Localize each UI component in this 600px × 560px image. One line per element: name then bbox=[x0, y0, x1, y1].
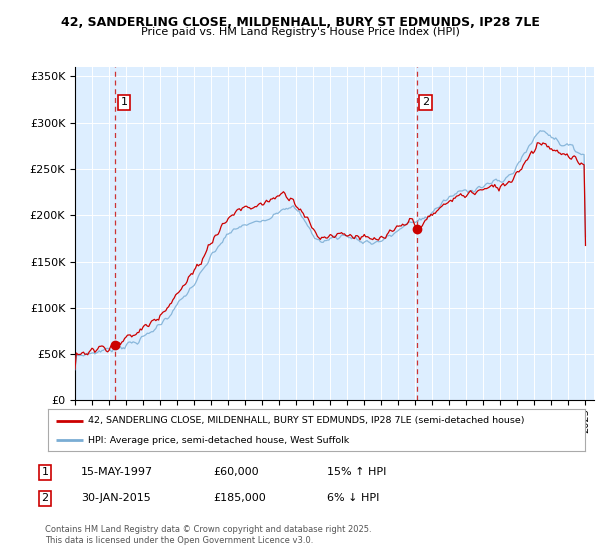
Text: 1: 1 bbox=[121, 97, 127, 108]
Text: 1: 1 bbox=[41, 467, 49, 477]
Text: 2: 2 bbox=[422, 97, 429, 108]
Text: Contains HM Land Registry data © Crown copyright and database right 2025.
This d: Contains HM Land Registry data © Crown c… bbox=[45, 525, 371, 545]
Text: 30-JAN-2015: 30-JAN-2015 bbox=[81, 493, 151, 503]
Text: Price paid vs. HM Land Registry's House Price Index (HPI): Price paid vs. HM Land Registry's House … bbox=[140, 27, 460, 37]
Text: £60,000: £60,000 bbox=[213, 467, 259, 477]
Text: 42, SANDERLING CLOSE, MILDENHALL, BURY ST EDMUNDS, IP28 7LE (semi-detached house: 42, SANDERLING CLOSE, MILDENHALL, BURY S… bbox=[88, 416, 525, 425]
Text: 42, SANDERLING CLOSE, MILDENHALL, BURY ST EDMUNDS, IP28 7LE: 42, SANDERLING CLOSE, MILDENHALL, BURY S… bbox=[61, 16, 539, 29]
Text: £185,000: £185,000 bbox=[213, 493, 266, 503]
Text: HPI: Average price, semi-detached house, West Suffolk: HPI: Average price, semi-detached house,… bbox=[88, 436, 350, 445]
Text: 6% ↓ HPI: 6% ↓ HPI bbox=[327, 493, 379, 503]
Text: 15% ↑ HPI: 15% ↑ HPI bbox=[327, 467, 386, 477]
Text: 2: 2 bbox=[41, 493, 49, 503]
Text: 15-MAY-1997: 15-MAY-1997 bbox=[81, 467, 153, 477]
